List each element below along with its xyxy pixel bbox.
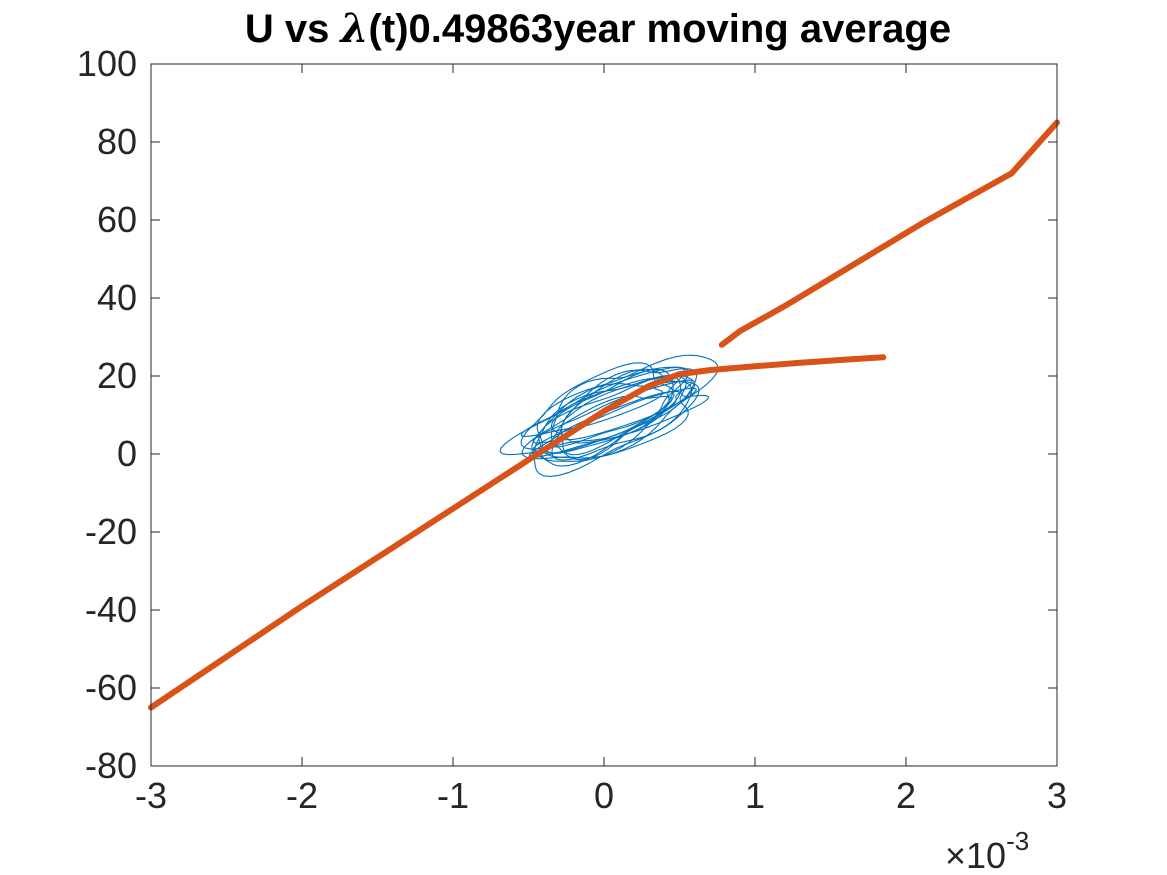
x-axis-multiplier: ×10-3	[945, 826, 1029, 875]
y-tick-label: 60	[97, 199, 137, 240]
x-tick-label: -2	[286, 775, 318, 816]
series-thick-line	[148, 354, 887, 711]
x-tick-label: 1	[745, 775, 765, 816]
y-tick-label: -40	[85, 589, 137, 630]
series-loop-line	[520, 377, 664, 437]
y-tick-label: 40	[97, 277, 137, 318]
y-tick-label: 80	[97, 121, 137, 162]
x-tick-label: 2	[896, 775, 916, 816]
y-tick-label: 100	[77, 43, 137, 84]
series-loop-line	[532, 379, 693, 444]
series-loop-line	[520, 362, 675, 450]
x-tick-label: 3	[1047, 775, 1067, 816]
x-tick-label: -3	[135, 775, 167, 816]
labels-layer: -3 -2 -1 0 1 2 3 -80 -60 -40 -20 0 20 40 60 80 100	[77, 43, 1067, 816]
chart-title: U vs λ(t)0.49863year moving average	[245, 5, 951, 52]
y-tick-label: 20	[97, 355, 137, 396]
series-loop-line	[531, 380, 693, 477]
plot-area	[151, 64, 1057, 766]
x-tick-label: -1	[437, 775, 469, 816]
ticks-layer	[150, 63, 1058, 767]
series-layer	[148, 119, 1060, 711]
x-tick-label: 0	[594, 775, 614, 816]
series-loop-line	[521, 375, 689, 460]
series-loop-line	[560, 368, 698, 456]
y-tick-label: 0	[117, 433, 137, 474]
y-tick-label: -60	[85, 667, 137, 708]
y-tick-label: -20	[85, 511, 137, 552]
series-thick-line	[718, 119, 1060, 348]
y-tick-label: -80	[85, 745, 137, 786]
